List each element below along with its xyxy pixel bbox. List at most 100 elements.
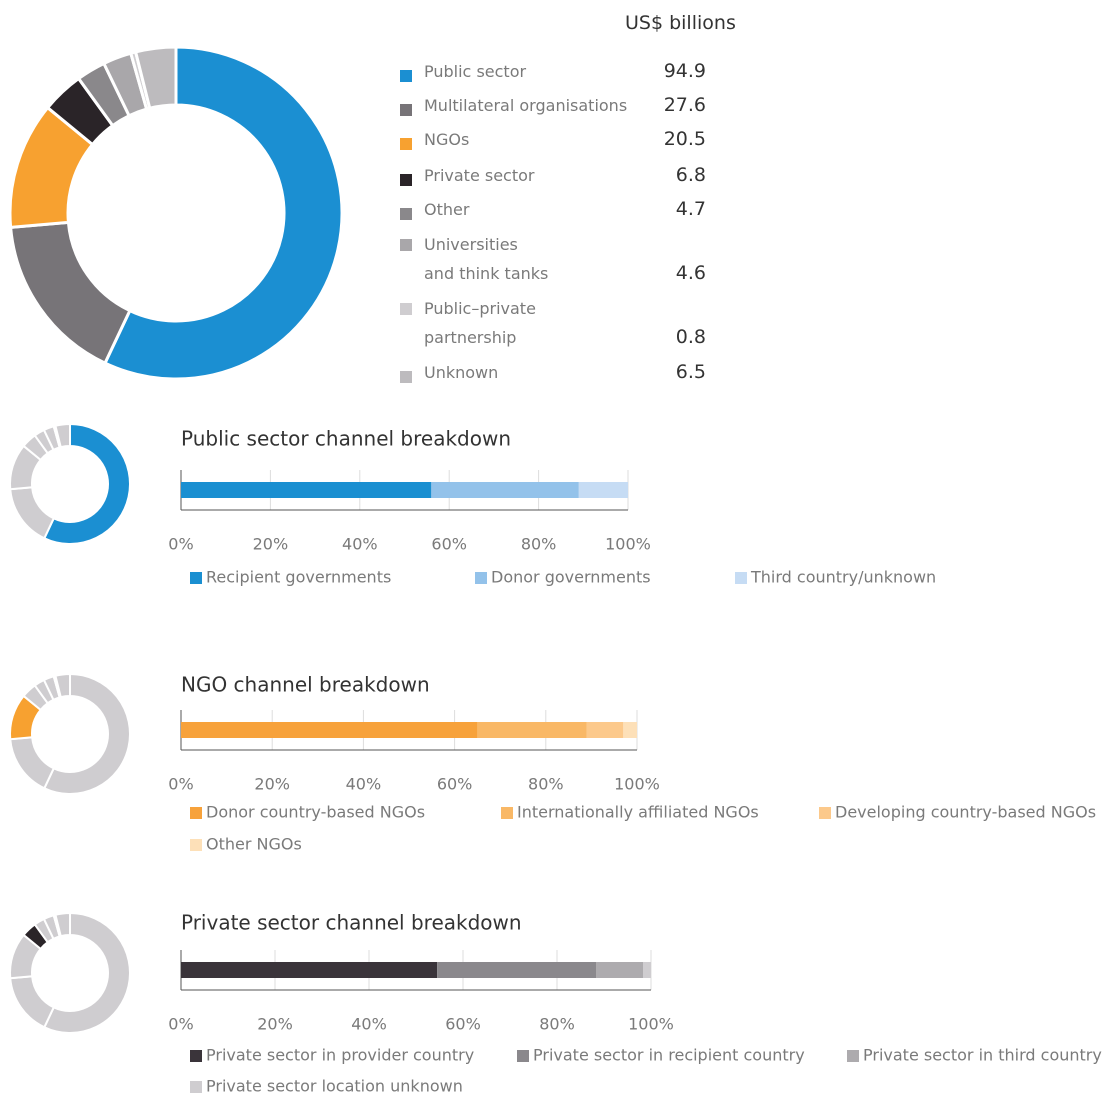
legend-swatch	[190, 1081, 202, 1093]
legend-label: Private sector in provider country	[206, 1046, 474, 1065]
x-tick-label: 60%	[431, 535, 467, 554]
legend-item: Other 4.7	[400, 195, 706, 224]
donut-segment	[43, 672, 131, 795]
legend-label: Other	[424, 200, 470, 219]
legend-swatch	[501, 807, 513, 819]
chart-title: Private sector channel breakdown	[181, 911, 522, 935]
legend-item: Public–private partnership 0.8	[400, 294, 706, 352]
bar-segment	[578, 482, 628, 498]
donut-segment	[9, 736, 56, 790]
legend-label: Unknown	[424, 363, 499, 382]
legend-label: Private sector location unknown	[206, 1077, 463, 1096]
legend-label: Recipient governments	[206, 568, 391, 587]
legend-swatch	[400, 239, 412, 251]
bar-segment	[586, 722, 624, 738]
legend-swatch	[400, 138, 412, 150]
legend-swatch	[190, 1050, 202, 1062]
x-tick-label: 40%	[346, 775, 382, 794]
legend-swatch	[190, 572, 202, 584]
legend-swatch	[517, 1050, 529, 1062]
bar-segment	[181, 482, 432, 498]
donut-segment	[9, 975, 56, 1029]
x-tick-label: 0%	[168, 775, 193, 794]
legend-swatch	[400, 104, 412, 116]
bar-segment	[437, 962, 597, 978]
legend-label: Internationally affiliated NGOs	[517, 803, 759, 822]
x-tick-label: 20%	[254, 775, 290, 794]
x-tick-label: 0%	[168, 535, 193, 554]
donut-segment	[43, 911, 131, 1034]
x-tick-label: 80%	[521, 535, 557, 554]
donut-segment	[103, 45, 344, 381]
bar-segment	[623, 722, 637, 738]
x-tick-label: 100%	[614, 775, 660, 794]
value-label: 94.9	[663, 60, 706, 82]
donut-segment	[9, 220, 132, 366]
x-tick-label: 0%	[168, 1015, 193, 1034]
legend-label: Public sector	[424, 62, 527, 81]
legend-label: Private sector in recipient country	[533, 1046, 805, 1065]
legend-swatch	[400, 174, 412, 186]
bar-segment	[477, 722, 587, 738]
legend-swatch	[190, 839, 202, 851]
legend-label: Donor country-based NGOs	[206, 803, 425, 822]
value-label: 20.5	[663, 128, 706, 150]
value-label: 4.7	[675, 198, 706, 220]
legend-label: NGOs	[424, 130, 470, 149]
x-tick-label: 20%	[257, 1015, 293, 1034]
x-tick-label: 40%	[342, 535, 378, 554]
legend-item: Multilateral organisations 27.6	[400, 91, 706, 120]
donut-segment	[54, 422, 71, 449]
donut-segment	[9, 486, 56, 540]
legend-label: Private sector	[424, 166, 535, 185]
legend-item: Universities and think tanks 4.6	[400, 230, 706, 288]
x-tick-label: 80%	[539, 1015, 575, 1034]
donut-segment	[43, 422, 131, 545]
value-label: 27.6	[663, 94, 706, 116]
x-tick-label: 40%	[351, 1015, 387, 1034]
legend-item: Private sector 6.8	[400, 161, 706, 190]
legend-label: Developing country-based NGOs	[835, 803, 1096, 822]
legend-swatch	[735, 572, 747, 584]
chart-title: NGO channel breakdown	[181, 673, 430, 697]
legend-label: Private sector in third country	[863, 1046, 1102, 1065]
x-tick-label: 100%	[605, 535, 651, 554]
bar-segment	[643, 962, 651, 978]
legend-label: Public–private partnership	[424, 299, 536, 347]
legend-item: Unknown 6.5	[400, 358, 706, 387]
bar-segment	[596, 962, 644, 978]
x-tick-label: 100%	[628, 1015, 674, 1034]
x-tick-label: 60%	[445, 1015, 481, 1034]
legend-swatch	[847, 1050, 859, 1062]
donut-segment	[54, 911, 71, 938]
donut-segment	[54, 672, 71, 699]
chart-title: Public sector channel breakdown	[181, 427, 511, 451]
legend-swatch	[190, 807, 202, 819]
x-tick-label: 20%	[253, 535, 289, 554]
bar-segment	[431, 482, 579, 498]
x-tick-label: 80%	[528, 775, 564, 794]
legend-swatch	[400, 303, 412, 315]
legend-label: Other NGOs	[206, 835, 302, 854]
legend-swatch	[475, 572, 487, 584]
legend-swatch	[819, 807, 831, 819]
value-label: 6.8	[675, 164, 706, 186]
legend-label: Third country/unknown	[750, 568, 936, 587]
value-label: 0.8	[675, 326, 706, 348]
legend-label: Universities and think tanks	[424, 235, 549, 283]
unit-title: US$ billions	[625, 12, 736, 34]
legend-label: Multilateral organisations	[424, 96, 628, 115]
x-tick-label: 60%	[437, 775, 473, 794]
legend-item: Public sector 94.9	[400, 57, 706, 86]
legend-swatch	[400, 208, 412, 220]
legend-item: NGOs 20.5	[400, 125, 706, 154]
donut-segment	[133, 45, 178, 111]
value-label: 4.6	[675, 262, 706, 284]
legend-label: Donor governments	[491, 568, 651, 587]
legend-swatch	[400, 70, 412, 82]
legend-swatch	[400, 371, 412, 383]
bar-segment	[181, 722, 478, 738]
bar-segment	[181, 962, 438, 978]
